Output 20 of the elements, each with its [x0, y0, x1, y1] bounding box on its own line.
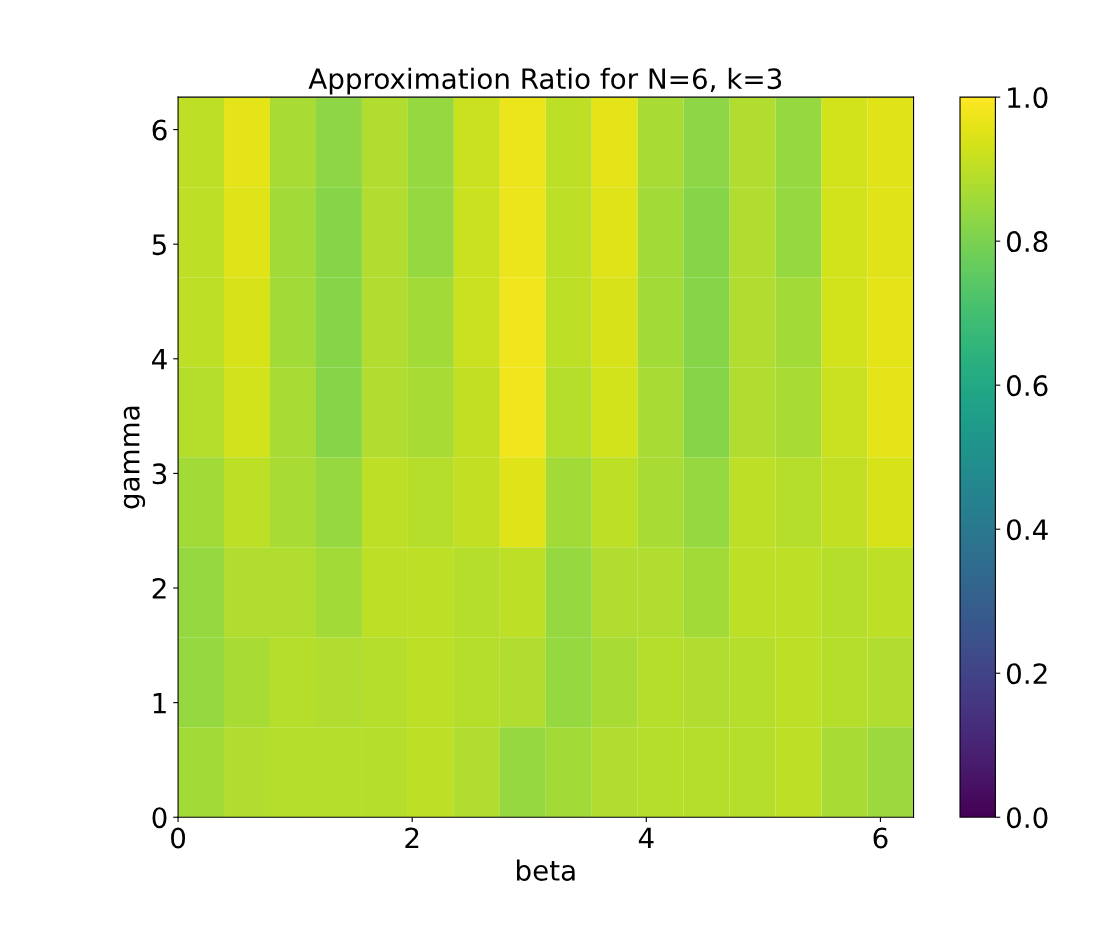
color-bar-label: 0.8 — [1006, 231, 1048, 253]
color-bar-label: 0.6 — [1006, 375, 1048, 397]
color-bar-label: 0.0 — [1006, 807, 1048, 829]
y-tick-label: 4 — [152, 349, 167, 370]
x-tick-label: 0 — [171, 827, 186, 849]
y-tick-label: 5 — [152, 234, 166, 256]
y-tick-label: 2 — [152, 577, 166, 599]
x-tick-label: 2 — [405, 827, 419, 849]
y-axis-title: gamma — [123, 406, 146, 509]
y-tick-label: 6 — [152, 119, 167, 141]
x-axis-title: beta — [517, 859, 575, 881]
x-tick-label: 4 — [638, 827, 654, 849]
y-tick-label: 0 — [152, 807, 167, 829]
y-tick-label: 1 — [153, 692, 166, 714]
y-tick-label: 3 — [152, 463, 167, 485]
x-tick-label: 6 — [873, 827, 888, 849]
chart-title: Approximation Ratio for N=6, k=3 — [308, 67, 782, 95]
color-bar-label: 0.2 — [1006, 663, 1047, 685]
color-bar-label: 0.4 — [1006, 519, 1048, 541]
color-bar-label: 1.0 — [1008, 87, 1048, 109]
